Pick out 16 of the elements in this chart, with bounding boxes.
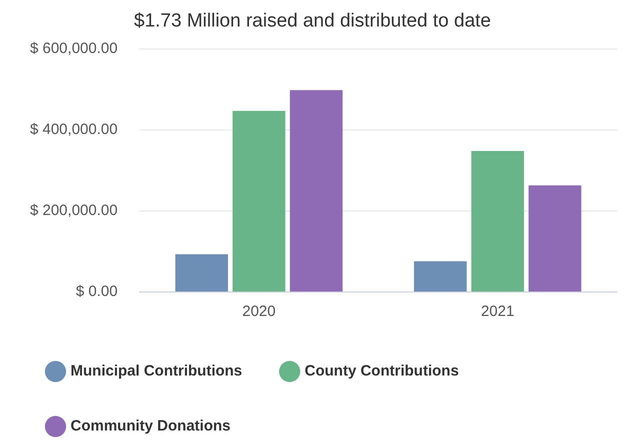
y-tick-label: $ 0.00 xyxy=(76,283,118,300)
y-tick-label: $ 600,000.00 xyxy=(30,40,118,57)
chart-title: $1.73 Million raised and distributed to date xyxy=(134,10,492,32)
bar xyxy=(290,90,343,292)
legend-label: Community Donations xyxy=(70,418,230,435)
y-tick-label: $ 400,000.00 xyxy=(30,121,118,138)
y-tick-label: $ 200,000.00 xyxy=(30,202,118,220)
x-tick-label: 2020 xyxy=(242,303,276,320)
bar xyxy=(232,110,286,292)
bar xyxy=(471,150,524,292)
bar xyxy=(528,185,582,292)
legend-label: Municipal Contributions xyxy=(70,362,242,380)
legend-label: County Contributions xyxy=(304,362,459,380)
x-tick-label: 2021 xyxy=(480,303,514,320)
bar xyxy=(175,254,228,292)
bar xyxy=(414,261,467,292)
